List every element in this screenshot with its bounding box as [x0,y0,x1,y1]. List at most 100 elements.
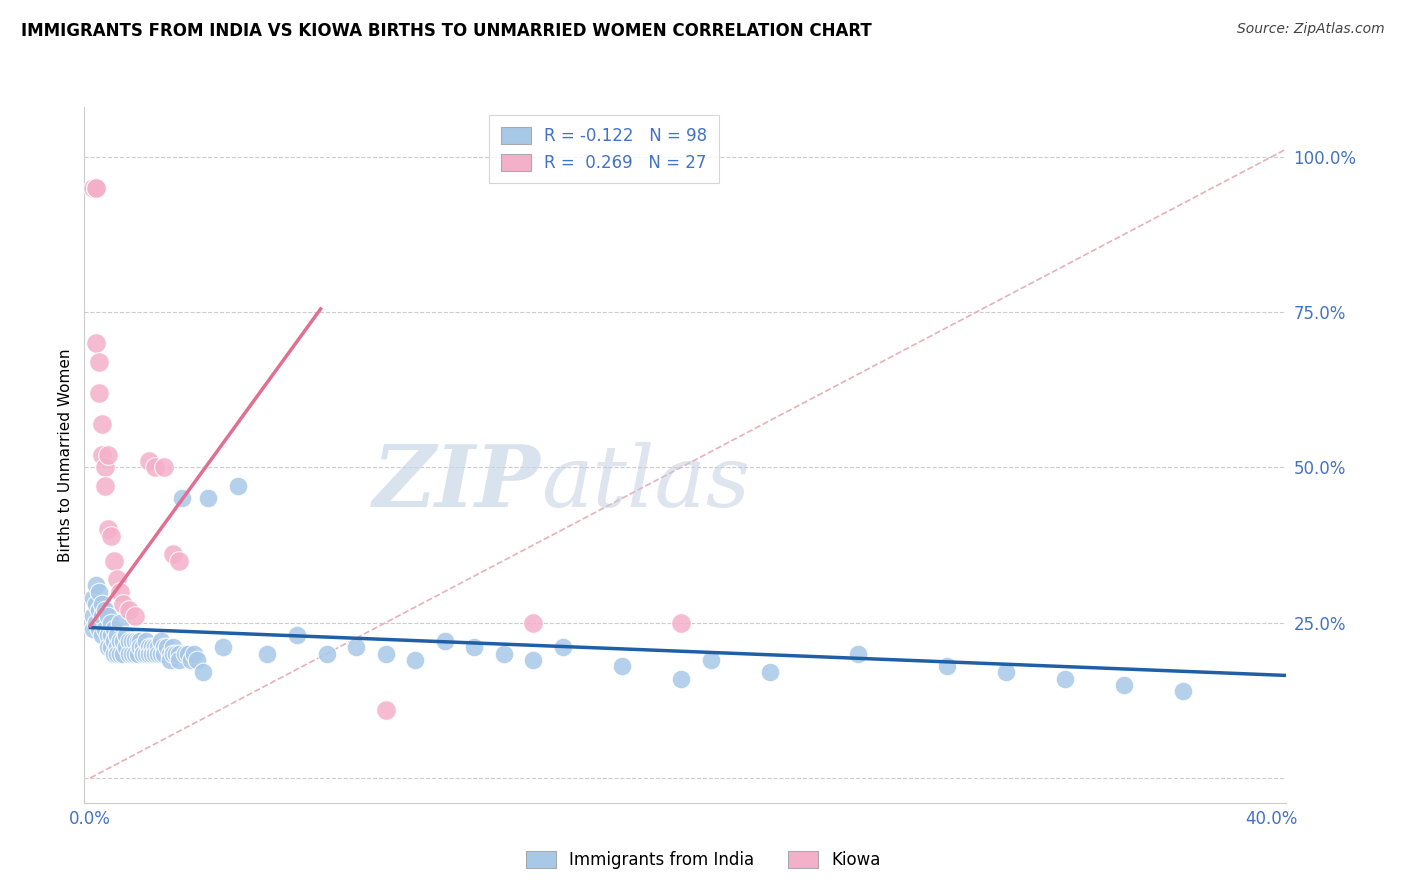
Point [374,647,396,661]
Point [84,181,107,195]
Point [89,603,111,617]
Point [150,647,173,661]
Point [108,634,131,648]
Point [84,597,107,611]
Point [97,640,120,655]
Point [138,640,160,655]
Point [186,653,208,667]
Point [162,640,184,655]
Point [82,609,104,624]
Point [121,634,143,648]
Point [492,647,515,661]
Y-axis label: Births to Unmarried Women: Births to Unmarried Women [58,348,73,562]
Point [89,385,111,400]
Point [212,640,235,655]
Point [135,647,157,661]
Point [103,553,125,567]
Point [103,622,125,636]
Point [148,647,170,661]
Point [111,647,134,661]
Point [551,640,574,655]
Point [132,640,155,655]
Point [108,647,131,661]
Point [162,647,184,661]
Point [94,460,117,475]
Point [669,672,692,686]
Point [100,615,122,630]
Point [159,653,181,667]
Text: Source: ZipAtlas.com: Source: ZipAtlas.com [1237,22,1385,37]
Point [226,479,249,493]
Point [285,628,308,642]
Point [84,336,107,351]
Point [138,647,160,661]
Point [138,454,160,468]
Point [148,640,170,655]
Point [94,479,117,493]
Point [141,647,163,661]
Point [82,591,104,605]
Point [433,634,456,648]
Point [183,647,205,661]
Legend: R = -0.122   N = 98, R =  0.269   N = 27: R = -0.122 N = 98, R = 0.269 N = 27 [489,115,720,184]
Point [127,634,149,648]
Point [105,628,128,642]
Point [91,628,114,642]
Point [522,615,544,630]
Point [1112,678,1135,692]
Point [994,665,1017,680]
Point [89,584,111,599]
Point [97,448,120,462]
Point [89,355,111,369]
Point [153,647,176,661]
Point [153,640,176,655]
Point [143,460,166,475]
Point [124,609,146,624]
Point [180,653,202,667]
Point [84,615,107,630]
Point [167,653,190,667]
Point [91,597,114,611]
Legend: Immigrants from India, Kiowa: Immigrants from India, Kiowa [516,841,890,880]
Point [105,572,128,586]
Point [315,647,337,661]
Point [84,181,107,195]
Point [170,491,193,506]
Point [173,647,195,661]
Point [108,584,131,599]
Point [103,647,125,661]
Point [463,640,485,655]
Point [91,609,114,624]
Text: ZIP: ZIP [374,441,541,524]
Point [197,491,219,506]
Point [1053,672,1076,686]
Point [935,659,957,673]
Point [162,547,184,561]
Point [103,634,125,648]
Point [669,615,692,630]
Point [100,640,122,655]
Point [97,609,120,624]
Point [129,640,152,655]
Point [108,615,131,630]
Point [159,647,181,661]
Point [156,640,179,655]
Point [124,634,146,648]
Point [165,647,187,661]
Point [150,634,173,648]
Point [94,622,117,636]
Point [111,634,134,648]
Point [167,647,190,661]
Point [153,460,176,475]
Text: atlas: atlas [541,442,751,524]
Point [100,529,122,543]
Point [84,578,107,592]
Point [699,653,721,667]
Point [118,603,141,617]
Point [91,448,114,462]
Point [758,665,780,680]
Point [404,653,426,667]
Point [132,647,155,661]
Point [105,647,128,661]
Point [177,647,200,661]
